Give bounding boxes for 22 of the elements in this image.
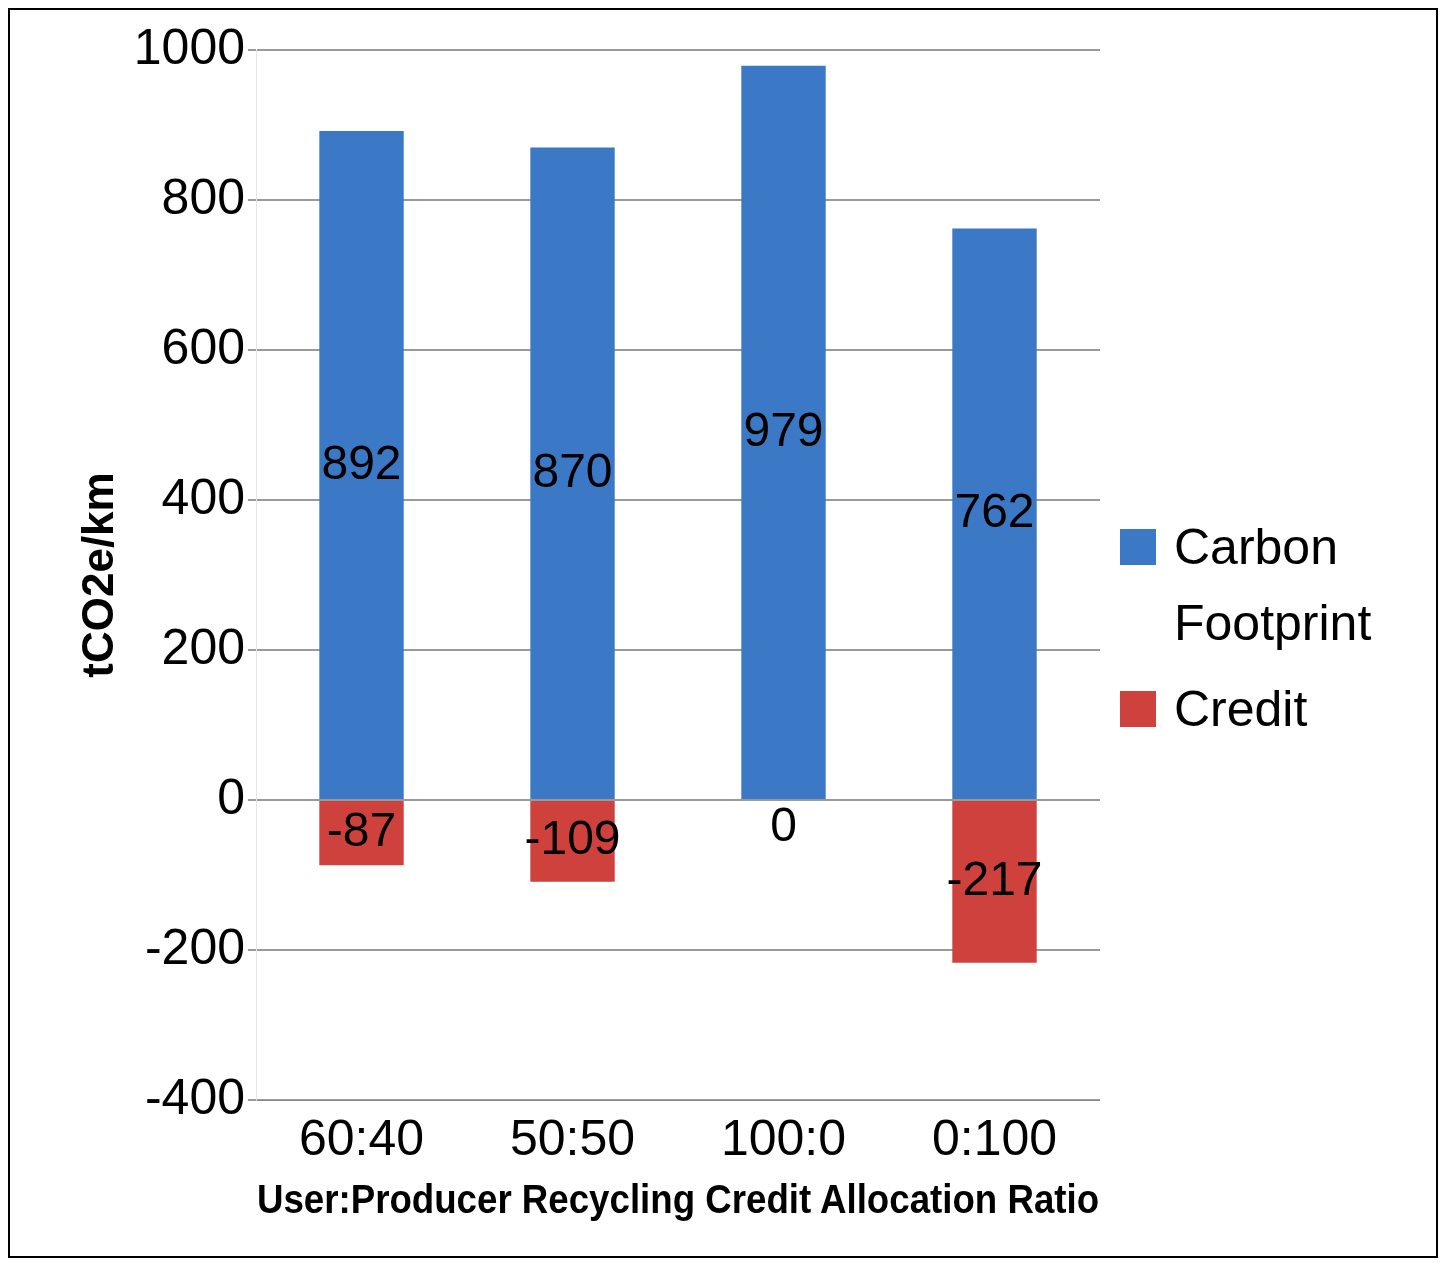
- data-label: 979: [743, 403, 824, 457]
- data-label: 762: [954, 484, 1035, 538]
- x-tick-label: 100:0: [720, 1109, 847, 1166]
- x-tick-label: 50:50: [509, 1109, 636, 1166]
- y-tick-label: -400: [144, 1068, 246, 1125]
- legend-label: Credit: [1174, 680, 1309, 739]
- x-tick-label: 60:40: [298, 1109, 425, 1166]
- data-label: 870: [532, 443, 613, 497]
- y-tick-label: 1000: [133, 18, 246, 75]
- data-label: 892: [321, 435, 402, 489]
- data-label: -87: [326, 802, 397, 856]
- y-tick-label: 600: [161, 318, 246, 375]
- y-tick-label: 400: [161, 468, 246, 525]
- annotation: 0: [770, 798, 797, 852]
- x-axis-title: User:Producer Recycling Credit Allocation Ratio: [256, 1176, 1100, 1222]
- legend-label: Carbon Footprint: [1174, 518, 1373, 653]
- y-tick-label: 0: [217, 768, 246, 825]
- y-tick-label: 200: [161, 618, 246, 675]
- y-tick-label: 800: [161, 168, 246, 225]
- y-axis-title: tCO2e/km: [72, 472, 122, 678]
- x-tick-label: 0:100: [931, 1109, 1058, 1166]
- y-tick-label: -200: [144, 918, 246, 975]
